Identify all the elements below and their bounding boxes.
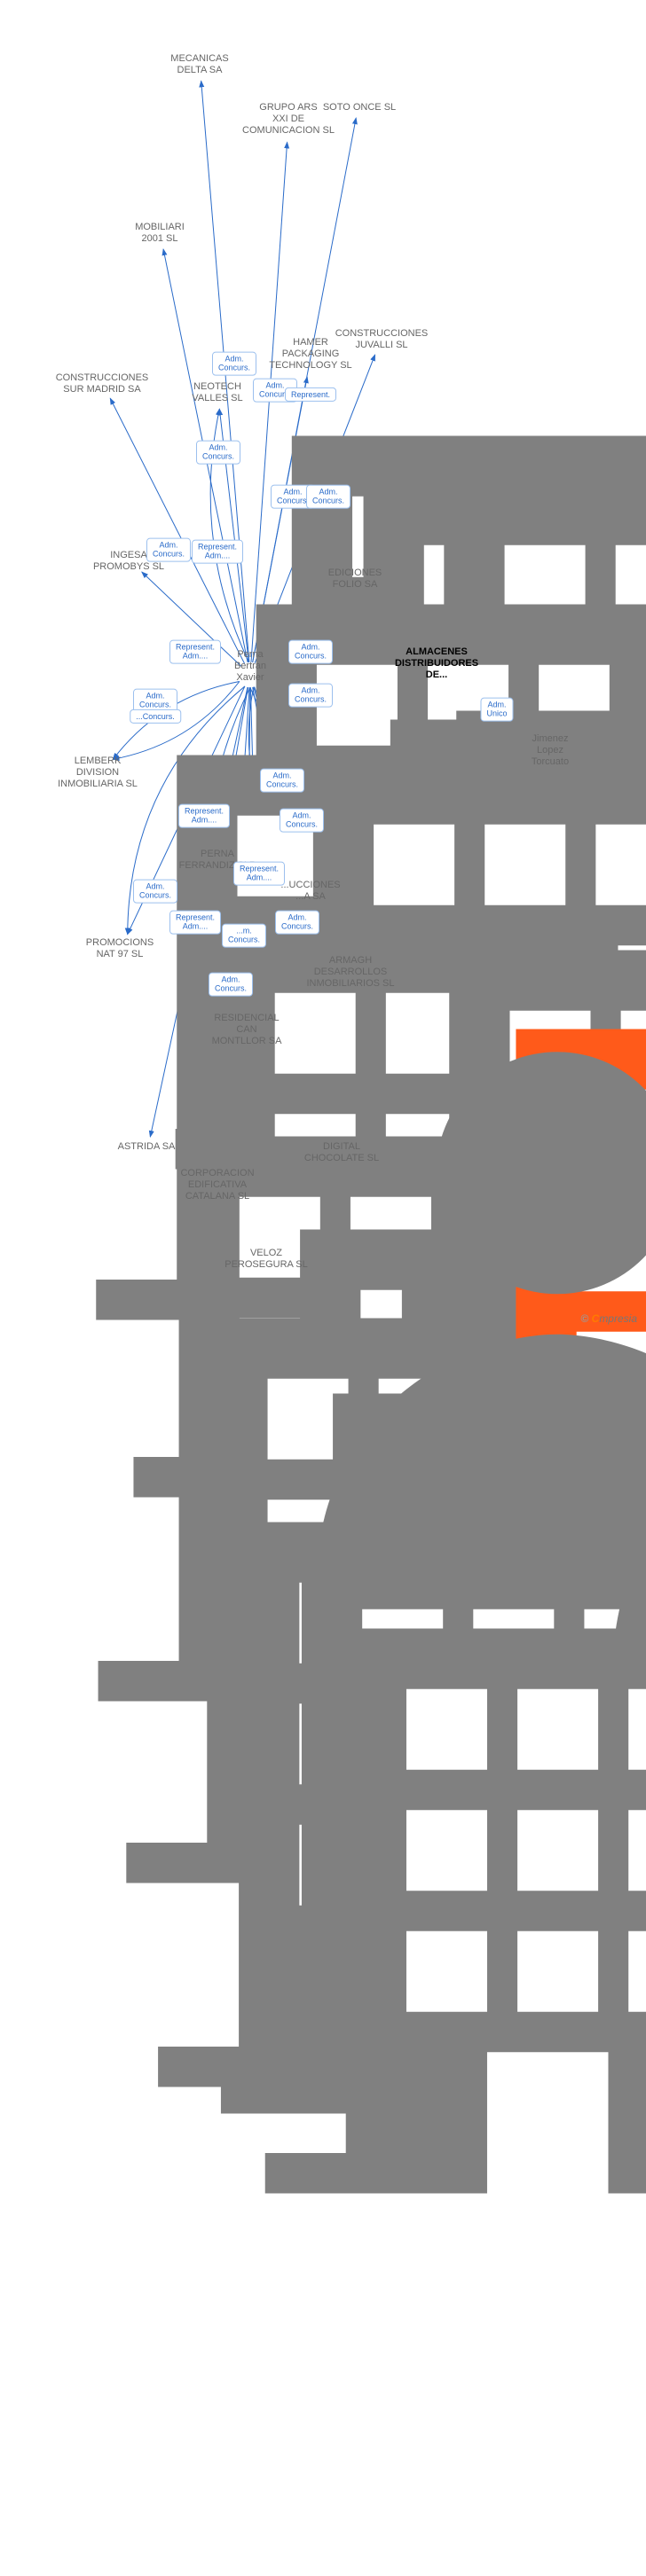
relation-label: Adm. Concurs. [260, 769, 304, 793]
relation-edge [218, 687, 249, 1163]
company-node[interactable]: PERNA FERRANDIZ SLP [179, 847, 256, 872]
relation-edge [113, 682, 239, 760]
relation-label: Adm. Concurs. [275, 911, 319, 935]
relation-label: Adm. Concurs. [212, 352, 256, 376]
company-label: ARMAGH DESARROLLOS INMOBILIARIOS SL [306, 955, 394, 990]
relation-label: Represent. Adm.... [169, 640, 221, 664]
relation-edge [248, 687, 305, 876]
company-label: CONSTRUCCIONES SUR MADRID SA [56, 372, 149, 395]
relation-label: ...Concurs. [130, 709, 181, 724]
company-node[interactable]: INGESA PROMOBYS SL [93, 550, 164, 575]
company-label: EDICIONES FOLIO SA [328, 568, 382, 591]
company-label: GRUPO ARS XXI DE COMUNICACION SL [242, 102, 335, 137]
company-node[interactable]: CONSTRUCCIONES JUVALLI SL [335, 328, 429, 353]
company-node[interactable]: RESIDENCIAL CAN MONTLLOR SA [212, 1011, 282, 1048]
company-node[interactable]: PROMOCIONS NAT 97 SL [86, 936, 154, 960]
company-node[interactable]: CORPORACION EDIFICATIVA CATALANA SL [180, 1166, 254, 1203]
company-label: SOTO ONCE SL [323, 102, 396, 114]
relation-edge [251, 142, 288, 662]
relation-edge [210, 409, 248, 662]
relation-label: Adm. Concurs. [133, 880, 177, 904]
relation-label: Adm. Concurs. [253, 379, 297, 403]
relation-edge [255, 355, 374, 663]
relation-edge [163, 249, 248, 662]
company-node[interactable]: NEOTECH VALLES SL [192, 381, 242, 406]
company-node[interactable]: MECANICAS DELTA SA [170, 53, 228, 78]
relation-edge [128, 686, 245, 935]
company-node[interactable]: LEMBERK DIVISION INMOBILIARIA SL [58, 754, 138, 791]
relation-edge [250, 687, 265, 1242]
company-label: ALMACENES DISTRIBUIDORES DE... [395, 646, 478, 682]
company-label: MOBILIARI 2001 SL [135, 222, 185, 245]
relation-edge [253, 377, 307, 662]
company-label: ...UCCIONES ...A SA [280, 880, 340, 903]
brand-first-letter: C [592, 1312, 600, 1325]
company-node[interactable]: ...UCCIONES ...A SA [280, 878, 340, 903]
relation-label: Adm. Concurs. [288, 640, 333, 664]
company-label: DIGITAL CHOCOLATE SL [304, 1141, 379, 1164]
company-label: PROMOCIONS NAT 97 SL [86, 937, 154, 960]
brand-rest: mpresia [599, 1312, 637, 1325]
relation-edge [259, 590, 342, 666]
company-node[interactable]: VELOZ PEROSEGURA SL [225, 1246, 308, 1271]
company-node[interactable]: DIGITAL CHOCOLATE SL [304, 1139, 379, 1164]
relation-label: Adm. Concurs. [271, 485, 315, 509]
relation-edge [142, 572, 241, 666]
person-label: Jimenez Lopez Torcuato [532, 733, 569, 769]
company-node[interactable]: GRUPO ARS XXI DE COMUNICACION SL [242, 102, 335, 139]
company-label: NEOTECH VALLES SL [192, 381, 242, 404]
relation-edge [221, 687, 248, 844]
company-node[interactable]: MOBILIARI 2001 SL [135, 222, 185, 247]
footer-copyright: © Cmpresia [580, 1312, 637, 1325]
relation-label: Adm. Concurs. [306, 485, 351, 509]
company-label: CORPORACION EDIFICATIVA CATALANA SL [180, 1168, 254, 1203]
relation-edge [201, 81, 249, 662]
relation-edge [255, 687, 345, 951]
company-node[interactable]: SOTO ONCE SL [323, 102, 396, 115]
relation-edge [452, 678, 540, 736]
company-node[interactable]: ASTRIDA SA [118, 1139, 176, 1153]
person-label: Perna Bertran Xavier [234, 649, 266, 685]
relation-edge [253, 687, 339, 1137]
company-label: VELOZ PEROSEGURA SL [225, 1248, 308, 1271]
relation-label: Adm. Concurs. [280, 809, 324, 833]
company-label: INGESA PROMOBYS SL [93, 550, 164, 573]
person-node-center[interactable]: Perna Bertran Xavier [234, 649, 266, 686]
relation-edge [254, 687, 306, 876]
relation-label: Adm. Concurs. [209, 973, 253, 997]
relation-edge [110, 398, 244, 663]
relation-edge [150, 687, 248, 1137]
relation-label: Represent. Adm.... [192, 540, 243, 564]
company-label: LEMBERK DIVISION INMOBILIARIA SL [58, 756, 138, 791]
company-node[interactable]: ARMAGH DESARROLLOS INMOBILIARIOS SL [306, 953, 394, 990]
company-label: RESIDENCIAL CAN MONTLLOR SA [212, 1013, 282, 1048]
relation-label: Represent. [285, 388, 336, 402]
relation-label: Adm. Concurs. [196, 441, 240, 465]
company-label: ASTRIDA SA [118, 1141, 176, 1153]
relation-edge [128, 686, 245, 935]
person-node[interactable]: Jimenez Lopez Torcuato [532, 732, 569, 769]
relation-label: Represent. Adm.... [178, 804, 230, 828]
relation-edge [113, 682, 239, 760]
relation-label: ...m. Concurs. [222, 924, 266, 948]
relation-label: Represent. Adm.... [169, 911, 221, 935]
copyright-symbol: © [580, 1312, 588, 1325]
relation-label: Adm. Unico [480, 698, 513, 722]
relation-label: Adm. Concurs. [133, 689, 177, 713]
company-node-highlight[interactable]: ALMACENES DISTRIBUIDORES DE... [395, 646, 478, 684]
relation-label: Adm. Concurs. [288, 684, 333, 708]
company-label: CONSTRUCCIONES JUVALLI SL [335, 328, 429, 351]
company-node[interactable]: EDICIONES FOLIO SA [328, 568, 382, 592]
company-node[interactable]: CONSTRUCCIONES SUR MADRID SA [56, 372, 149, 397]
relation-edge [219, 409, 248, 662]
company-label: MECANICAS DELTA SA [170, 53, 228, 76]
company-label: PERNA FERRANDIZ SLP [179, 849, 256, 872]
